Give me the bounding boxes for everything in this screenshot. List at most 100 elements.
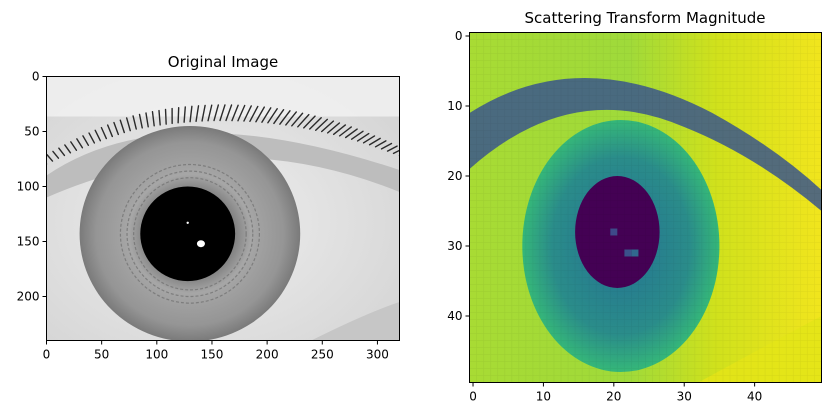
eyelash (332, 124, 347, 136)
eyelash (273, 108, 285, 125)
eyelash (132, 115, 137, 130)
eyelash (201, 104, 206, 122)
eyelash (362, 135, 376, 144)
x-tick-label: 0 (469, 390, 477, 404)
y-tick-label: 20 (447, 169, 462, 183)
scattering-panel: Scattering Transform Magnitude 0 10 20 30 40… (447, 9, 822, 404)
iris-texture-ring (126, 170, 254, 298)
scattering-frame (469, 32, 822, 383)
eyelash (255, 106, 265, 123)
eyelash (145, 112, 149, 128)
eyelash (374, 140, 387, 148)
eyelash (125, 117, 131, 132)
eyelash (350, 130, 364, 140)
original-image-panel: Original Image 0 50 100 150 200 250 300 0 50 100… (17, 53, 400, 362)
eyelash (285, 111, 297, 126)
eyelash (297, 113, 310, 128)
y-tick-label: 0 (32, 70, 40, 84)
x-tick-label: 20 (606, 390, 621, 404)
eyelash (398, 154, 400, 157)
eyelash (261, 107, 272, 123)
x-tick-label: 100 (145, 348, 168, 362)
eyelash (392, 149, 400, 155)
x-tick-label: 50 (94, 348, 109, 362)
scattering-heatmap (469, 32, 822, 383)
eyelash (177, 106, 180, 124)
scattering-y-ticks: 0 10 20 30 40 (447, 29, 470, 323)
x-tick-label: 200 (256, 348, 279, 362)
eyelash (158, 109, 161, 126)
x-tick-label: 30 (677, 390, 692, 404)
y-tick-label: 100 (17, 180, 40, 194)
eyelash (94, 129, 102, 142)
original-image-frame (46, 76, 400, 341)
eyelash (237, 104, 246, 122)
eyelash (189, 105, 193, 123)
iris-texture-ring (119, 163, 261, 304)
eyelash (113, 121, 119, 136)
pupil-highlight (196, 240, 205, 248)
eyelash (213, 104, 220, 122)
original-image-title: Original Image (168, 53, 278, 71)
lower-eyelid (311, 302, 400, 341)
eyelash (356, 132, 370, 142)
eyelash (279, 110, 291, 125)
eyelash (219, 104, 226, 122)
eyelash (321, 120, 335, 133)
eyelash (231, 104, 239, 122)
eyelash (151, 111, 155, 127)
eyelash (52, 150, 60, 159)
eyelash (315, 118, 329, 131)
eyelash (164, 108, 167, 125)
eyelash (267, 108, 278, 124)
x-tick-label: 0 (43, 348, 51, 362)
x-tick-label: 150 (201, 348, 224, 362)
eyelash (243, 105, 252, 122)
eyelash (344, 128, 358, 139)
eyelash (249, 105, 259, 123)
eyelash (303, 115, 316, 129)
eyelash (138, 113, 143, 129)
eyelash (88, 132, 96, 144)
y-tick-label: 0 (455, 29, 463, 43)
original-image-y-ticks: 0 50 100 150 200 (17, 70, 47, 304)
y-tick-label: 150 (17, 235, 40, 249)
x-tick-label: 300 (366, 348, 389, 362)
eyelash (195, 105, 200, 123)
eyelash (309, 116, 322, 130)
pixel-grid (469, 32, 822, 383)
eyelash (46, 162, 48, 165)
y-tick-label: 50 (24, 125, 39, 139)
eyelash (64, 144, 72, 154)
eyelash (58, 147, 66, 157)
y-tick-label: 200 (17, 290, 40, 304)
eyelash (106, 124, 114, 138)
eyelash (338, 126, 352, 137)
scattering-x-ticks: 0 10 20 30 40 (469, 382, 762, 404)
original-image-heatmap (46, 76, 400, 341)
y-tick-label: 40 (447, 309, 462, 323)
x-tick-label: 40 (747, 390, 762, 404)
eyelash (76, 138, 84, 149)
eyelash (119, 119, 125, 134)
eyelash (183, 106, 186, 123)
y-tick-label: 30 (447, 239, 462, 253)
eyelash (46, 154, 54, 162)
x-tick-label: 250 (311, 348, 334, 362)
eye-image (46, 104, 400, 341)
y-tick-label: 10 (447, 99, 462, 113)
x-tick-label: 10 (536, 390, 551, 404)
scattering-title: Scattering Transform Magnitude (525, 9, 766, 27)
iris-texture-ring (133, 177, 247, 291)
original-image-x-ticks: 0 50 100 150 200 250 300 (43, 340, 389, 362)
eyelash (380, 142, 393, 150)
pupil (140, 186, 236, 282)
eyelash (82, 135, 90, 147)
eyelash (70, 141, 78, 151)
pupil-highlight-small (186, 221, 189, 224)
eyelash (327, 122, 341, 134)
eyelash (368, 137, 381, 146)
eyelash (207, 104, 213, 122)
eyelash (386, 145, 398, 152)
